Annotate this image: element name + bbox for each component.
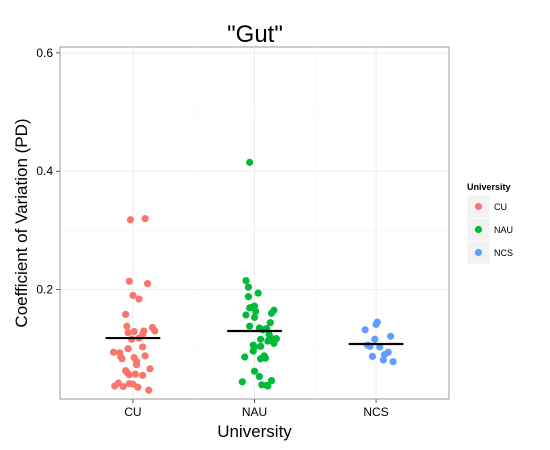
data-point — [109, 348, 118, 356]
data-point — [126, 216, 135, 224]
data-point — [131, 370, 139, 378]
data-point — [125, 371, 133, 379]
y-tick-label: 0.6 — [36, 46, 53, 60]
data-point — [241, 353, 249, 361]
axes: 0.2 0.4 0.6 CU NAU NCS — [36, 46, 388, 419]
chart-title: "Gut" — [227, 21, 283, 48]
data-point — [249, 347, 257, 355]
data-point — [151, 327, 159, 335]
data-point — [264, 382, 272, 390]
data-point — [143, 280, 152, 288]
data-point — [123, 322, 131, 330]
data-point — [266, 319, 274, 327]
legend-items: CU NAU NCS — [466, 194, 513, 265]
data-point — [111, 382, 119, 390]
legend-label: CU — [494, 202, 507, 212]
data-point — [139, 371, 147, 379]
data-point — [387, 332, 395, 340]
legend-item: NAU — [466, 217, 513, 242]
data-point — [242, 277, 250, 285]
legend-title: University — [467, 182, 511, 192]
y-tick-label: 0.4 — [36, 164, 53, 178]
data-point — [371, 335, 379, 343]
legend-marker — [474, 225, 483, 234]
data-point — [266, 334, 274, 342]
data-point — [124, 329, 132, 337]
x-tick-label: CU — [124, 405, 141, 419]
data-point — [242, 311, 250, 319]
data-point — [270, 306, 278, 314]
data-point — [122, 310, 130, 319]
data-point — [124, 345, 132, 353]
data-point — [252, 307, 260, 316]
legend-item: CU — [466, 194, 507, 219]
data-point — [256, 335, 265, 343]
data-point — [250, 313, 259, 321]
x-tick-label: NAU — [242, 405, 267, 419]
data-point — [368, 352, 377, 361]
data-point — [140, 327, 148, 335]
data-point — [246, 322, 254, 330]
data-point — [141, 214, 149, 223]
x-axis-title: University — [217, 422, 292, 441]
legend-item: NCS — [466, 240, 513, 265]
legend-label: NAU — [494, 225, 513, 235]
data-point — [238, 378, 246, 386]
data-point — [129, 291, 137, 300]
data-point — [255, 372, 263, 381]
data-point — [361, 326, 369, 334]
data-point — [256, 342, 265, 350]
legend: University CU NAU NCS — [466, 182, 513, 265]
data-point — [134, 383, 142, 391]
data-point — [132, 361, 141, 369]
data-point — [246, 158, 254, 166]
median-lines — [105, 329, 404, 346]
data-point — [250, 367, 259, 375]
data-point — [270, 339, 278, 347]
data-point — [254, 289, 262, 297]
legend-label: NCS — [494, 248, 513, 258]
data-point — [125, 277, 133, 285]
data-point — [145, 386, 153, 394]
data-point — [244, 283, 253, 291]
data-point — [246, 304, 254, 312]
data-point — [244, 293, 253, 301]
data-point — [119, 382, 127, 391]
x-tick-label: NCS — [363, 405, 388, 419]
data-point — [146, 365, 154, 373]
data-point — [118, 355, 126, 363]
data-point — [389, 358, 397, 366]
legend-marker — [474, 248, 483, 257]
data-point — [267, 377, 276, 385]
data-point — [130, 327, 138, 336]
data-points — [109, 158, 397, 394]
y-axis-title: Coefficient of Variation (PD) — [12, 118, 31, 327]
data-point — [141, 352, 149, 360]
data-point — [128, 335, 136, 343]
data-point — [256, 355, 265, 363]
data-point — [139, 343, 147, 351]
legend-marker — [474, 202, 483, 211]
data-point — [379, 356, 387, 364]
data-point — [376, 343, 384, 351]
y-tick-label: 0.2 — [36, 283, 53, 297]
data-point — [135, 295, 143, 303]
data-point — [372, 320, 380, 329]
